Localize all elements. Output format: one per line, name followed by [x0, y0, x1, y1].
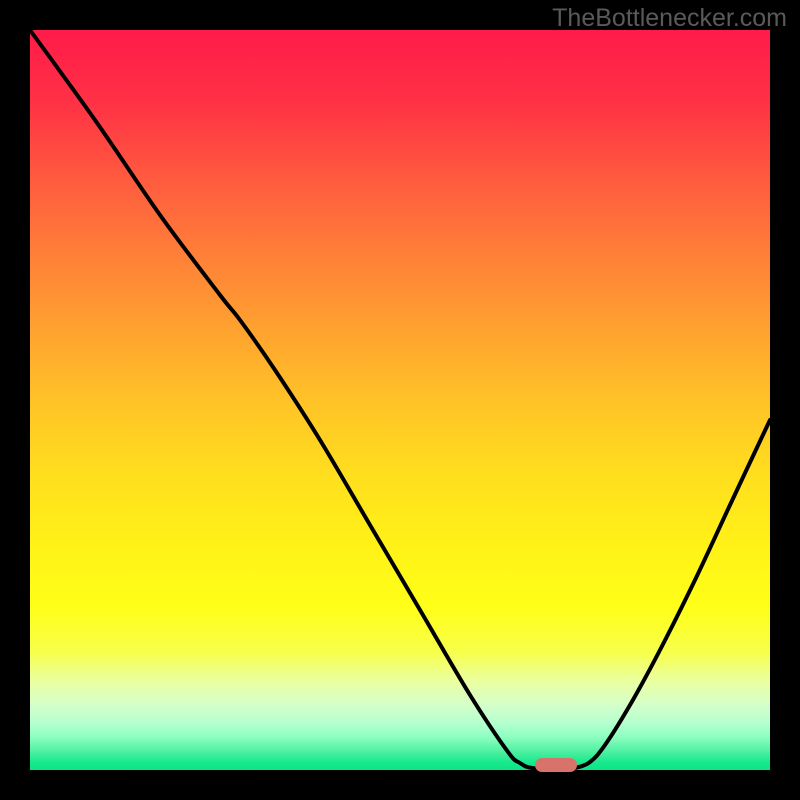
plot-background [30, 30, 770, 770]
chart-svg [0, 0, 800, 800]
watermark-text: TheBottlenecker.com [552, 4, 787, 33]
optimal-marker [535, 758, 577, 772]
chart-frame: TheBottlenecker.com [0, 0, 800, 800]
